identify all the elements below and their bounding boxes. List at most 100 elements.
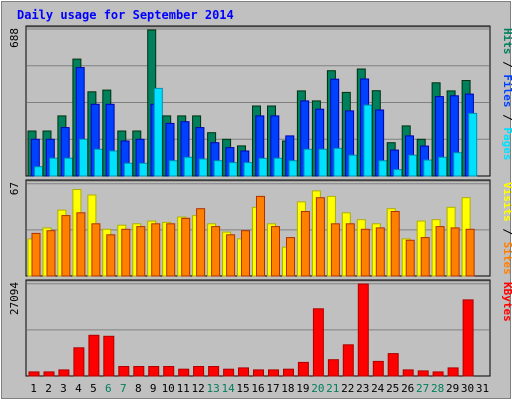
x-tick-label: 21	[326, 382, 339, 395]
x-tick-label: 7	[120, 382, 127, 395]
bar-sites-day-17	[272, 227, 280, 276]
bar-kbytes-day-16	[254, 370, 264, 376]
bar-pages-day-1	[35, 167, 43, 176]
bar-pages-day-24	[379, 161, 387, 176]
x-tick-label: 20	[311, 382, 324, 395]
bar-kbytes-day-20	[313, 309, 323, 376]
bar-pages-day-5	[95, 149, 103, 176]
bar-pages-day-13	[214, 161, 222, 176]
bar-pages-day-3	[65, 158, 73, 176]
y-max-label: 27094	[8, 282, 21, 315]
x-tick-label: 25	[386, 382, 399, 395]
bar-sites-day-26	[406, 240, 414, 276]
x-tick-label: 27	[416, 382, 429, 395]
bar-kbytes-day-2	[44, 372, 54, 376]
bar-pages-day-9	[154, 88, 162, 176]
bar-sites-day-21	[331, 224, 339, 276]
bar-kbytes-day-19	[298, 362, 308, 376]
bar-kbytes-day-1	[29, 372, 39, 376]
bar-sites-day-18	[287, 238, 295, 276]
legend-part: Pages	[501, 127, 512, 160]
bar-pages-day-16	[259, 158, 267, 176]
bar-pages-day-2	[50, 158, 58, 176]
bar-kbytes-day-5	[89, 335, 99, 376]
bar-kbytes-day-17	[269, 370, 279, 376]
bar-sites-day-4	[77, 213, 85, 276]
bar-sites-day-19	[301, 212, 309, 277]
panel-visits-sites: 67Visits / Sites	[8, 180, 512, 276]
series-legend: KBytes	[501, 282, 512, 322]
bar-pages-day-15	[244, 163, 252, 176]
bar-kbytes-day-30	[463, 300, 473, 376]
bar-kbytes-day-22	[343, 345, 353, 376]
x-tick-label: 16	[251, 382, 264, 395]
x-tick-label: 18	[281, 382, 294, 395]
x-tick-label: 10	[162, 382, 175, 395]
legend-part: KBytes	[501, 282, 512, 322]
x-tick-label: 29	[446, 382, 459, 395]
bar-kbytes-day-24	[373, 361, 383, 376]
bar-sites-day-10	[167, 224, 175, 276]
bar-kbytes-day-10	[164, 367, 174, 377]
bar-sites-day-28	[436, 227, 444, 276]
legend-part: Visits	[501, 182, 512, 222]
x-tick-label: 3	[60, 382, 67, 395]
bar-pages-day-8	[139, 163, 147, 176]
bar-sites-day-16	[257, 196, 265, 276]
bar-pages-day-26	[409, 155, 417, 176]
bar-pages-day-28	[439, 157, 447, 176]
bar-pages-day-10	[169, 161, 177, 176]
x-tick-label: 26	[401, 382, 414, 395]
legend-part: /	[501, 108, 512, 128]
bar-pages-day-23	[364, 105, 372, 176]
bar-kbytes-day-6	[104, 336, 114, 376]
bar-pages-day-22	[349, 155, 357, 176]
bar-pages-day-17	[274, 158, 282, 176]
bar-sites-day-1	[32, 233, 40, 276]
y-max-label: 688	[8, 28, 21, 48]
x-tick-label: 15	[236, 382, 249, 395]
y-max-label: 67	[8, 182, 21, 195]
bar-sites-day-11	[182, 218, 190, 276]
x-tick-label: 5	[90, 382, 97, 395]
bar-kbytes-day-23	[358, 284, 368, 376]
bar-sites-day-24	[376, 228, 384, 276]
bar-sites-day-3	[62, 216, 70, 276]
bar-kbytes-day-13	[209, 367, 219, 377]
bar-sites-day-15	[242, 231, 250, 276]
x-tick-label: 11	[177, 382, 190, 395]
bar-kbytes-day-29	[448, 368, 458, 376]
bar-pages-day-7	[124, 163, 132, 176]
bar-sites-day-29	[451, 228, 459, 276]
bar-sites-day-23	[361, 229, 369, 276]
panel-kbytes: 27094 KBytes	[8, 280, 512, 376]
bar-kbytes-day-26	[403, 370, 413, 376]
bar-kbytes-day-14	[224, 369, 234, 376]
legend-part: Hits	[501, 28, 512, 55]
bar-pages-day-20	[319, 149, 327, 176]
bar-sites-day-8	[137, 227, 145, 276]
x-tick-label: 19	[296, 382, 309, 395]
x-tick-label: 12	[191, 382, 204, 395]
x-tick-label: 6	[105, 382, 112, 395]
bar-kbytes-day-11	[179, 369, 189, 376]
bar-kbytes-day-21	[328, 360, 338, 376]
bar-kbytes-day-28	[433, 372, 443, 376]
x-tick-label: 13	[206, 382, 219, 395]
bar-sites-day-14	[227, 235, 235, 276]
bar-sites-day-7	[122, 229, 130, 276]
x-tick-label: 24	[371, 382, 385, 395]
bar-pages-day-12	[199, 159, 207, 176]
legend-part: Sites	[501, 242, 512, 275]
bar-pages-day-18	[289, 161, 297, 176]
bar-pages-day-19	[304, 149, 312, 176]
legend-part: /	[501, 55, 512, 75]
bar-sites-day-30	[466, 229, 474, 276]
bar-sites-day-27	[421, 238, 429, 276]
bar-kbytes-day-9	[149, 367, 159, 377]
bar-kbytes-day-7	[119, 367, 129, 377]
x-tick-label: 22	[341, 382, 354, 395]
bar-pages-day-27	[424, 160, 432, 176]
bar-sites-day-2	[47, 231, 55, 276]
